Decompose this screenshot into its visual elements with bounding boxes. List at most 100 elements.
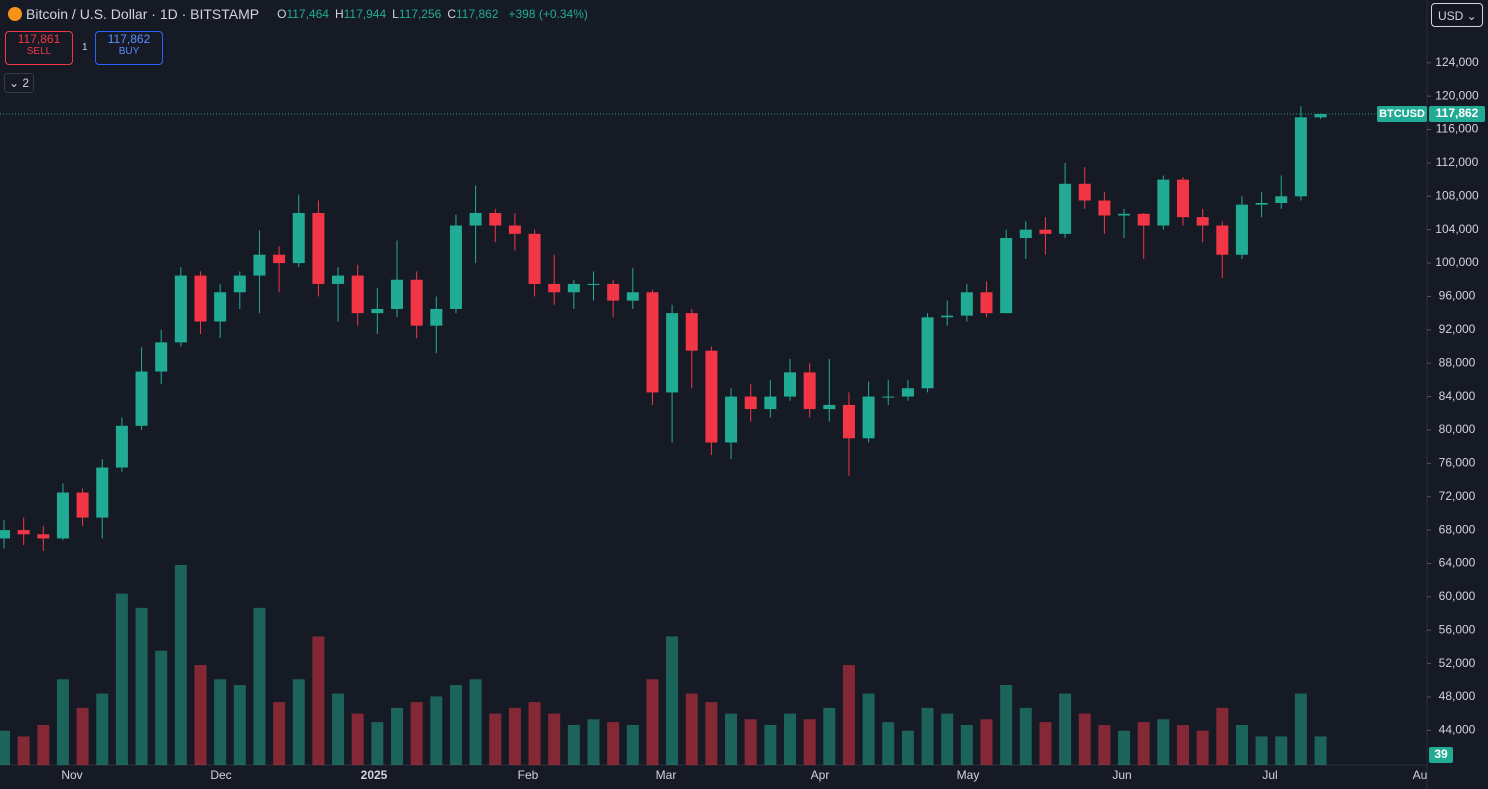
candle-body: [803, 372, 816, 410]
candle-body: [1216, 225, 1229, 255]
candle-body: [115, 425, 128, 468]
ohlc-key: H: [334, 7, 344, 21]
volume-bar: [174, 565, 187, 765]
volume-bar: [666, 636, 679, 765]
candle-body: [862, 396, 875, 439]
volume-bar: [764, 725, 777, 765]
volume-bar: [803, 719, 816, 765]
volume-bar: [489, 713, 502, 765]
bitcoin-icon: [8, 7, 22, 21]
candle-body: [332, 275, 345, 284]
sell-label: SELL: [26, 46, 52, 57]
candle-body: [312, 212, 325, 284]
volume-bar: [725, 713, 738, 765]
candle-body: [882, 396, 895, 398]
candle-body: [548, 283, 561, 293]
volume-bar: [882, 722, 895, 765]
y-tick-label: 92,000: [1439, 322, 1476, 336]
x-tick-label: Apr: [811, 768, 830, 782]
sell-button[interactable]: 117,861 SELL: [5, 31, 73, 65]
ohlc-value: 117,944: [343, 7, 387, 21]
candle-body: [449, 225, 462, 309]
volume-bar: [135, 607, 148, 765]
candle-body: [135, 371, 148, 426]
x-tick-label: Jun: [1112, 768, 1131, 782]
y-tick-label: 48,000: [1439, 689, 1476, 703]
y-tick-label: 88,000: [1439, 355, 1476, 369]
volume-bar: [980, 719, 993, 765]
buy-button[interactable]: 117,862 BUY: [95, 31, 163, 65]
candle-body: [744, 396, 757, 410]
volume-bar: [410, 702, 423, 765]
candle-body: [901, 388, 914, 397]
candle-body: [941, 315, 954, 318]
volume-bar: [469, 679, 482, 765]
volume-bar: [862, 693, 875, 765]
spread: 1: [82, 42, 88, 53]
volume-bar: [1216, 707, 1229, 765]
volume-tag: [1429, 747, 1453, 763]
candle-body: [489, 212, 502, 226]
volume-bar: [1059, 693, 1072, 765]
volume-bar: [76, 707, 89, 765]
y-tick-label: 64,000: [1439, 556, 1476, 570]
volume-bar: [449, 685, 462, 765]
volume-bar: [96, 693, 109, 765]
candle-body: [764, 396, 777, 410]
candle-body: [1039, 229, 1052, 234]
candle-body: [666, 313, 679, 393]
volume-bar: [528, 702, 541, 765]
candle-body: [194, 275, 207, 322]
candle-body: [1137, 213, 1150, 226]
volume-bar: [1294, 693, 1307, 765]
currency: USD: [1438, 9, 1464, 23]
volume-bar: [214, 679, 227, 765]
candle-body: [528, 233, 541, 284]
volume-bar: [233, 685, 246, 765]
volume-bar: [391, 707, 403, 765]
volume-bar: [901, 730, 914, 765]
candle-body: [76, 492, 89, 518]
candle-body: [351, 275, 364, 314]
volume-bar: [273, 702, 286, 765]
candle-body: [391, 279, 403, 309]
volume-bar: [960, 725, 973, 765]
volume-bar: [56, 679, 69, 765]
volume-bar: [921, 707, 934, 765]
volume-bar: [1235, 725, 1248, 765]
candle-body: [567, 283, 580, 293]
candle-body: [1255, 202, 1268, 205]
candle-body: [508, 225, 521, 234]
volume-bar: [292, 679, 305, 765]
volume-bar: [1098, 725, 1111, 765]
volume-bar: [332, 693, 345, 765]
candle-body: [155, 342, 168, 372]
volume-bar: [1000, 685, 1013, 765]
candle-body: [1019, 229, 1032, 239]
y-tick-label: 60,000: [1439, 589, 1476, 603]
currency-select[interactable]: USD ⌄: [1431, 3, 1483, 27]
candle-body: [646, 292, 659, 393]
candle-body: [1078, 183, 1091, 201]
volume-bar: [253, 607, 266, 765]
candle-body: [371, 308, 384, 314]
candle-body: [37, 534, 50, 539]
candle-body: [0, 530, 10, 539]
volume-bar: [1039, 722, 1052, 765]
y-tick-label: 68,000: [1439, 522, 1476, 536]
volume-bar: [115, 593, 128, 765]
volume-bar: [430, 696, 443, 765]
ohlc-key: C: [447, 7, 456, 21]
layer: 44,000 48,000 52,000 56,000 60,000 64,000 68,0…: [0, 55, 1485, 782]
volume-bar: [842, 665, 855, 765]
candle-body: [410, 279, 423, 326]
y-tick-label: 112,000: [1436, 155, 1479, 169]
indicators-toggle[interactable]: ⌄ 2: [4, 73, 34, 93]
buy-label: BUY: [118, 46, 140, 57]
symbol[interactable]: Bitcoin / U.S. Dollar · 1D · BITSTAMP: [26, 6, 260, 22]
x-tick-label: Dec: [210, 768, 231, 782]
volume-bar: [1137, 722, 1150, 765]
candle-body: [214, 292, 227, 322]
